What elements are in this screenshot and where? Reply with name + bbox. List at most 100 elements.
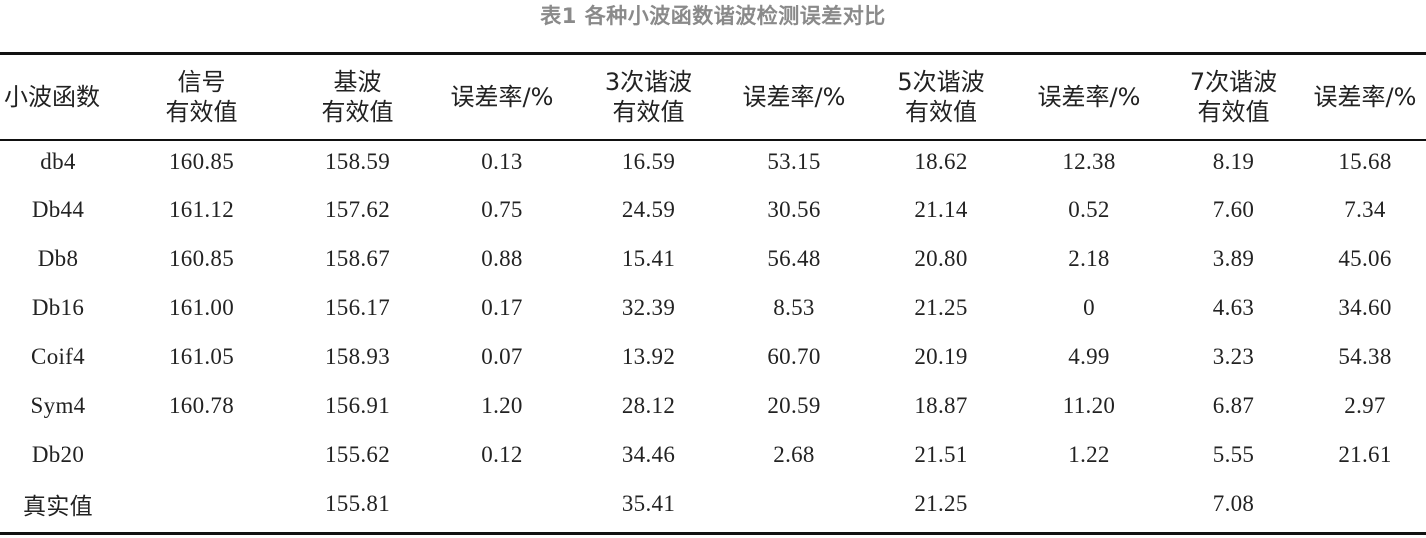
- cell-3rd-harmonic-error: 2.68: [773, 441, 815, 467]
- cell-7th-harmonic-rms: 7.60: [1212, 196, 1255, 222]
- cell-signal-rms: [116, 430, 287, 479]
- cell-3rd-harmonic-error: 20.59: [767, 392, 821, 418]
- table-bottom-rule: [0, 532, 1426, 535]
- cell-5th-harmonic-rms: 21.51: [914, 441, 968, 467]
- harmonic-error-table: 小波函数 信号 有效值 基波 有效值 误差率/% 3次谐波 有效值 误差率/% …: [0, 55, 1426, 528]
- cell-5th-harmonic-error: 1.22: [1068, 441, 1110, 467]
- cell-signal-rms: 160.85: [168, 149, 235, 174]
- cell-3rd-harmonic-error: 30.56: [767, 196, 821, 222]
- cell-3rd-harmonic-rms: 28.12: [621, 392, 676, 418]
- cell-7th-harmonic-error: 45.06: [1338, 245, 1392, 271]
- table-header-row: 小波函数 信号 有效值 基波 有效值 误差率/% 3次谐波 有效值 误差率/% …: [0, 55, 1426, 139]
- cell-fundamental-rms: 158.59: [324, 149, 391, 174]
- table-row: Db44 161.12 157.62 0.75 24.59 30.56 21.1…: [0, 185, 1426, 234]
- cell-5th-harmonic-error: 4.99: [1068, 343, 1110, 369]
- cell-wavelet: Coif4: [31, 343, 85, 369]
- cell-5th-harmonic-rms: 21.14: [914, 196, 968, 222]
- cell-3rd-harmonic-rms: 32.39: [621, 294, 676, 320]
- cell-wavelet: Sym4: [30, 392, 86, 418]
- cell-5th-harmonic-rms: 18.87: [914, 392, 968, 418]
- table-row: Db20 155.62 0.12 34.46 2.68 21.51 1.22 5…: [0, 430, 1426, 479]
- cell-fundamental-error: 0.12: [481, 441, 523, 467]
- cell-5th-harmonic-error: [1015, 479, 1163, 528]
- cell-7th-harmonic-error: 34.60: [1338, 294, 1392, 320]
- header-7th-harmonic-error-rate: 误差率/%: [1313, 83, 1417, 111]
- cell-7th-harmonic-rms: 5.55: [1212, 441, 1255, 467]
- table-row: Coif4 161.05 158.93 0.07 13.92 60.70 20.…: [0, 332, 1426, 381]
- cell-fundamental-error: 0.17: [481, 294, 523, 320]
- table-header-rule: [0, 139, 1426, 141]
- cell-fundamental-rms: 157.62: [324, 196, 391, 222]
- header-fundamental-line2: 有效值: [321, 98, 394, 126]
- cell-3rd-harmonic-rms: 15.41: [621, 245, 676, 271]
- header-signal-line2: 有效值: [165, 98, 238, 126]
- cell-wavelet: Db8: [37, 245, 79, 271]
- cell-signal-rms: [116, 479, 287, 528]
- cell-wavelet: Db20: [31, 441, 85, 467]
- header-3rd-harmonic-line1: 3次谐波: [604, 68, 693, 96]
- table-row: Db16 161.00 156.17 0.17 32.39 8.53 21.25…: [0, 283, 1426, 332]
- cell-fundamental-error: 0.07: [481, 343, 523, 369]
- cell-3rd-harmonic-error: 53.15: [767, 149, 821, 174]
- cell-wavelet: Db16: [31, 294, 85, 320]
- cell-signal-rms: 161.05: [168, 343, 235, 369]
- header-fundamental-line1: 基波: [333, 68, 382, 96]
- cell-fundamental-error: 0.88: [481, 245, 523, 271]
- cell-7th-harmonic-rms: 8.19: [1212, 149, 1255, 174]
- header-fundamental-rms: 基波 有效值: [287, 55, 428, 139]
- header-signal-rms: 信号 有效值: [116, 55, 287, 139]
- cell-5th-harmonic-rms: 18.62: [914, 149, 968, 174]
- cell-fundamental-rms: 155.62: [324, 441, 391, 467]
- cell-fundamental-rms: 155.81: [324, 490, 391, 516]
- cell-fundamental-error: 0.13: [481, 149, 523, 174]
- cell-7th-harmonic-error: 15.68: [1338, 149, 1392, 174]
- cell-7th-harmonic-rms: 7.08: [1212, 490, 1255, 516]
- table-row-true-value: 真实值 155.81 35.41 21.25 7.08: [0, 479, 1426, 528]
- cell-3rd-harmonic-rms: 16.59: [621, 149, 676, 174]
- header-3rd-harmonic-error-rate: 误差率/%: [742, 83, 846, 111]
- header-5th-harmonic-line1: 5次谐波: [897, 68, 985, 96]
- cell-wavelet: 真实值: [23, 493, 93, 520]
- header-7th-harmonic-line2: 有效值: [1197, 98, 1270, 126]
- cell-7th-harmonic-error: 21.61: [1338, 441, 1392, 467]
- cell-wavelet: Db44: [31, 196, 85, 222]
- cell-5th-harmonic-error: 0.52: [1068, 196, 1110, 222]
- cell-7th-harmonic-error: 7.34: [1344, 196, 1386, 222]
- cell-3rd-harmonic-rms: 34.46: [621, 441, 676, 467]
- header-3rd-harmonic-rms: 3次谐波 有效值: [576, 55, 721, 139]
- cell-fundamental-rms: 158.93: [324, 343, 391, 369]
- header-7th-harmonic-rms: 7次谐波 有效值: [1163, 55, 1304, 139]
- cell-signal-rms: 160.85: [168, 245, 235, 271]
- cell-fundamental-rms: 156.91: [324, 392, 391, 418]
- cell-3rd-harmonic-rms: 13.92: [621, 343, 676, 369]
- cell-5th-harmonic-error: 0: [1083, 294, 1095, 320]
- header-fundamental-error-rate: 误差率/%: [450, 83, 554, 111]
- cell-7th-harmonic-rms: 3.23: [1212, 343, 1255, 369]
- cell-3rd-harmonic-error: 56.48: [767, 245, 821, 271]
- header-5th-harmonic-rms: 5次谐波 有效值: [867, 55, 1015, 139]
- cell-fundamental-rms: 156.17: [324, 294, 391, 320]
- cell-7th-harmonic-error: 54.38: [1338, 343, 1392, 369]
- cell-3rd-harmonic-rms: 35.41: [621, 490, 676, 516]
- cell-3rd-harmonic-error: 60.70: [767, 343, 821, 369]
- table-row: db4 160.85 158.59 0.13 16.59 53.15 18.62…: [0, 139, 1426, 185]
- cell-7th-harmonic-rms: 3.89: [1212, 245, 1255, 271]
- cell-fundamental-error: 0.75: [481, 196, 523, 222]
- cell-3rd-harmonic-rms: 24.59: [621, 196, 676, 222]
- cell-3rd-harmonic-error: [721, 479, 867, 528]
- cell-7th-harmonic-error: 2.97: [1344, 392, 1386, 418]
- cell-5th-harmonic-error: 2.18: [1068, 245, 1110, 271]
- header-3rd-harmonic-line2: 有效值: [612, 98, 685, 126]
- cell-wavelet: db4: [40, 149, 76, 174]
- cell-3rd-harmonic-error: 8.53: [773, 294, 815, 320]
- cell-signal-rms: 161.00: [168, 294, 235, 320]
- cell-signal-rms: 160.78: [168, 392, 235, 418]
- cell-fundamental-rms: 158.67: [324, 245, 391, 271]
- table-caption: 表1 各种小波函数谐波检测误差对比: [540, 4, 886, 28]
- cell-signal-rms: 161.12: [168, 196, 235, 222]
- cell-5th-harmonic-rms: 21.25: [914, 490, 968, 516]
- header-7th-harmonic-line1: 7次谐波: [1189, 68, 1278, 96]
- cell-5th-harmonic-error: 12.38: [1062, 149, 1116, 174]
- cell-7th-harmonic-rms: 4.63: [1212, 294, 1255, 320]
- cell-5th-harmonic-rms: 21.25: [914, 294, 968, 320]
